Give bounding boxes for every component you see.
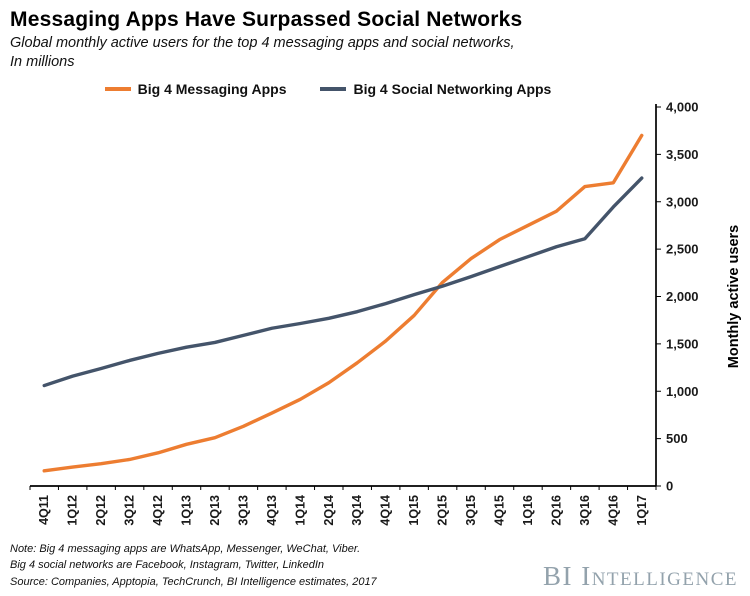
svg-text:2,000: 2,000 bbox=[666, 289, 699, 304]
svg-text:2Q13: 2Q13 bbox=[208, 495, 222, 526]
svg-text:3,500: 3,500 bbox=[666, 147, 699, 162]
svg-text:4Q15: 4Q15 bbox=[493, 495, 507, 526]
legend-swatch-social-line bbox=[320, 87, 347, 92]
svg-text:1Q17: 1Q17 bbox=[635, 495, 649, 526]
brand-logo: BI Intelligence bbox=[542, 561, 738, 591]
svg-text:2,500: 2,500 bbox=[666, 242, 699, 257]
svg-text:500: 500 bbox=[666, 432, 688, 447]
chart-footer: Note: Big 4 messaging apps are WhatsApp,… bbox=[10, 541, 738, 591]
svg-text:4,000: 4,000 bbox=[666, 101, 699, 115]
svg-text:4Q11: 4Q11 bbox=[37, 495, 51, 525]
svg-text:1,000: 1,000 bbox=[666, 384, 699, 399]
svg-text:2Q12: 2Q12 bbox=[94, 495, 108, 526]
svg-text:1Q16: 1Q16 bbox=[521, 495, 535, 526]
svg-text:1Q14: 1Q14 bbox=[293, 495, 307, 526]
svg-text:3Q13: 3Q13 bbox=[236, 495, 250, 526]
svg-text:3Q12: 3Q12 bbox=[123, 495, 137, 526]
svg-text:3Q14: 3Q14 bbox=[350, 495, 364, 526]
svg-text:1Q12: 1Q12 bbox=[66, 495, 80, 526]
chart-notes: Note: Big 4 messaging apps are WhatsApp,… bbox=[10, 541, 377, 591]
chart-subtitle-line2: In millions bbox=[10, 54, 75, 71]
svg-text:1,500: 1,500 bbox=[666, 337, 699, 352]
note-line-2: Big 4 social networks are Facebook, Inst… bbox=[10, 559, 325, 571]
svg-text:Monthly active users: Monthly active users bbox=[726, 225, 742, 368]
svg-text:2Q15: 2Q15 bbox=[436, 495, 450, 526]
svg-text:2Q14: 2Q14 bbox=[322, 495, 336, 526]
svg-text:4Q13: 4Q13 bbox=[265, 495, 279, 526]
note-line-1: Note: Big 4 messaging apps are WhatsApp,… bbox=[10, 542, 361, 555]
svg-text:3,000: 3,000 bbox=[666, 195, 699, 210]
svg-text:4Q16: 4Q16 bbox=[606, 495, 620, 526]
legend-item-messaging: Big 4 Messaging Apps bbox=[104, 81, 287, 98]
source-line: Source: Companies, Apptopia, TechCrunch,… bbox=[10, 575, 377, 588]
line-chart-canvas: 0 500 1,000 1,500 2,000 2,500 3,000 3,500 4,000 4… bbox=[29, 101, 742, 526]
legend-label-messaging: Big 4 Messaging Apps bbox=[137, 81, 287, 98]
legend-swatch-messaging-line bbox=[104, 87, 131, 92]
svg-text:3Q15: 3Q15 bbox=[464, 495, 478, 526]
chart-legend: Big 4 Messaging Apps Big 4 Social Networ… bbox=[0, 77, 656, 101]
svg-text:2Q16: 2Q16 bbox=[549, 495, 563, 526]
chart-title: Messaging Apps Have Surpassed Social Net… bbox=[10, 8, 523, 31]
chart-subtitle-line1: Global monthly active users for the top … bbox=[10, 35, 515, 52]
legend-item-social: Big 4 Social Networking Apps bbox=[320, 81, 551, 97]
svg-text:4Q14: 4Q14 bbox=[379, 495, 393, 526]
svg-text:4Q12: 4Q12 bbox=[151, 495, 165, 526]
svg-text:1Q13: 1Q13 bbox=[180, 495, 194, 526]
legend-label-social: Big 4 Social Networking Apps bbox=[353, 81, 552, 98]
svg-text:3Q16: 3Q16 bbox=[578, 495, 592, 526]
svg-text:1Q15: 1Q15 bbox=[407, 495, 421, 526]
svg-text:0: 0 bbox=[666, 479, 673, 494]
